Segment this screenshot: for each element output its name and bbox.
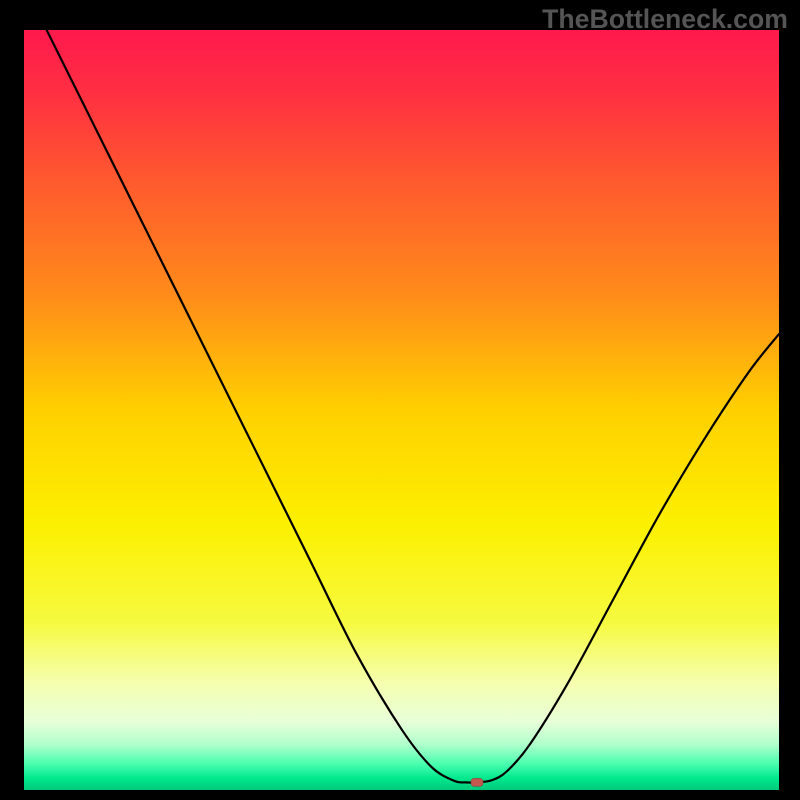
- plot-area: [24, 30, 779, 790]
- outer-frame: TheBottleneck.com: [0, 0, 800, 800]
- optimum-marker: [471, 778, 483, 786]
- chart-svg: [24, 30, 779, 790]
- chart-background: [24, 30, 779, 790]
- attribution-label: TheBottleneck.com: [542, 4, 788, 35]
